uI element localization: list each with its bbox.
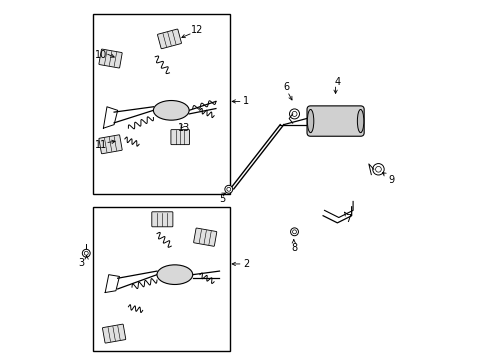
FancyBboxPatch shape xyxy=(102,324,125,343)
Circle shape xyxy=(291,111,296,116)
Text: 8: 8 xyxy=(291,243,297,253)
Circle shape xyxy=(292,230,296,234)
Text: 10: 10 xyxy=(95,50,107,60)
FancyBboxPatch shape xyxy=(306,106,364,136)
FancyBboxPatch shape xyxy=(193,228,216,246)
Circle shape xyxy=(226,187,230,191)
Text: 9: 9 xyxy=(387,175,393,185)
Text: 3: 3 xyxy=(78,258,84,268)
Circle shape xyxy=(82,249,90,257)
Ellipse shape xyxy=(157,265,192,284)
Ellipse shape xyxy=(307,109,313,133)
Ellipse shape xyxy=(357,109,363,133)
Circle shape xyxy=(289,109,299,119)
Text: 11: 11 xyxy=(95,140,107,150)
Circle shape xyxy=(84,251,88,255)
FancyBboxPatch shape xyxy=(99,49,122,68)
Text: 12: 12 xyxy=(191,25,203,35)
FancyBboxPatch shape xyxy=(151,212,173,227)
FancyBboxPatch shape xyxy=(157,29,181,49)
Text: 2: 2 xyxy=(243,259,249,269)
Text: 4: 4 xyxy=(334,77,340,87)
Circle shape xyxy=(290,228,298,236)
FancyBboxPatch shape xyxy=(171,130,189,145)
Text: 1: 1 xyxy=(243,96,249,107)
Text: 7: 7 xyxy=(344,214,350,224)
Text: 6: 6 xyxy=(283,82,289,92)
Bar xyxy=(93,207,230,351)
FancyBboxPatch shape xyxy=(99,135,122,154)
Text: 13: 13 xyxy=(177,123,189,133)
Text: 5: 5 xyxy=(219,194,225,203)
Bar xyxy=(93,14,230,194)
Ellipse shape xyxy=(153,100,189,120)
Circle shape xyxy=(372,163,384,175)
Circle shape xyxy=(375,166,381,172)
Circle shape xyxy=(224,185,232,193)
